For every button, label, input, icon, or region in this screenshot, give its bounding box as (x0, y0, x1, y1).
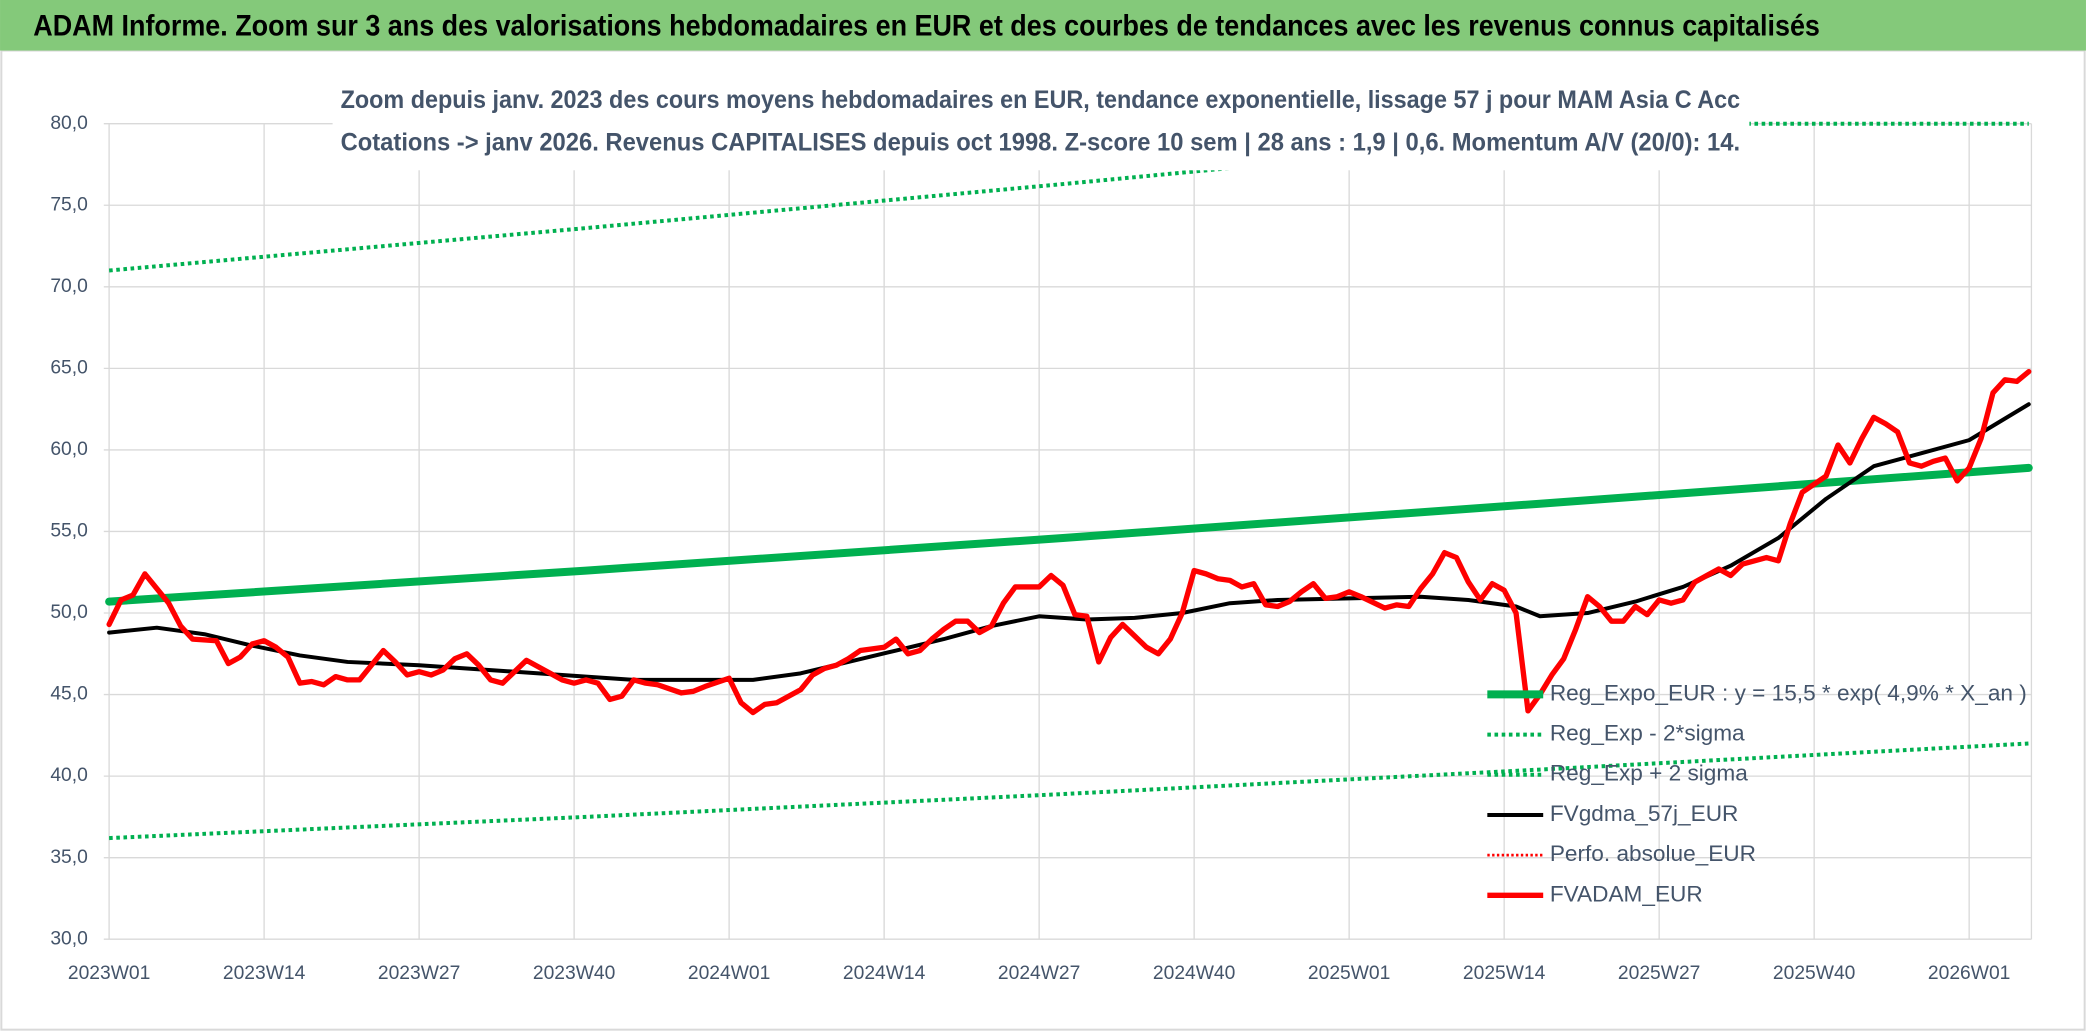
legend-label: Reg_Expo_EUR : y = 15,5 * exp( 4,9% * X_… (1550, 680, 2027, 705)
subtitle-box (332, 79, 1750, 171)
legend-label: Reg_Exp + 2 sigma (1550, 761, 1748, 786)
y-tick-label: 80,0 (50, 113, 87, 134)
grid: 30,0 35,0 40,0 45,0 50,0 55,0 60,0 65,0 70,0 75,0… (50, 113, 2033, 984)
legend-label: FVADAM_EUR (1550, 881, 1703, 906)
x-tick-label: 2024W27 (998, 963, 1080, 984)
plot-area (105, 121, 2033, 841)
x-tick-label: 2025W14 (1463, 963, 1546, 984)
x-tick-label: 2025W40 (1773, 963, 1855, 984)
series-line (109, 741, 2029, 841)
x-tick-label: 2023W27 (378, 963, 460, 984)
legend-label: Reg_Exp - 2*sigma (1550, 721, 1745, 746)
series-line (105, 463, 2033, 606)
x-tick-label: 2024W40 (1153, 963, 1235, 984)
y-tick-label: 35,0 (50, 847, 87, 868)
y-tick-label: 50,0 (50, 602, 87, 623)
x-tick-label: 2023W01 (68, 963, 150, 984)
y-tick-label: 60,0 (50, 439, 87, 460)
y-tick-label: 75,0 (50, 194, 87, 215)
title-banner (0, 0, 2086, 51)
legend: Reg_Expo_EUR : y = 15,5 * exp( 4,9% * X_… (1487, 680, 2027, 906)
x-tick-label: 2024W01 (688, 963, 770, 984)
chart-title: ADAM Informe. Zoom sur 3 ans des valoris… (33, 11, 1820, 43)
series-line (106, 368, 2032, 716)
y-tick-label: 40,0 (50, 765, 87, 786)
legend-label: Perfo. absolue_EUR (1550, 841, 1756, 866)
x-tick-label: 2023W14 (223, 963, 306, 984)
y-tick-label: 30,0 (50, 928, 87, 949)
y-tick-label: 65,0 (50, 357, 87, 378)
y-tick-label: 70,0 (50, 276, 87, 297)
y-tick-label: 45,0 (50, 684, 87, 705)
subtitle-line: Zoom depuis janv. 2023 des cours moyens … (341, 86, 1740, 114)
subtitle-line: Cotations -> janv 2026. Revenus CAPITALI… (341, 128, 1740, 156)
y-tick-label: 55,0 (50, 521, 87, 542)
x-tick-label: 2024W14 (843, 963, 926, 984)
legend-label: FVgdma_57j_EUR (1550, 801, 1739, 826)
x-tick-label: 2025W01 (1308, 963, 1390, 984)
x-tick-label: 2025W27 (1618, 963, 1700, 984)
x-tick-label: 2026W01 (1928, 963, 2010, 984)
x-tick-label: 2023W40 (533, 963, 615, 984)
